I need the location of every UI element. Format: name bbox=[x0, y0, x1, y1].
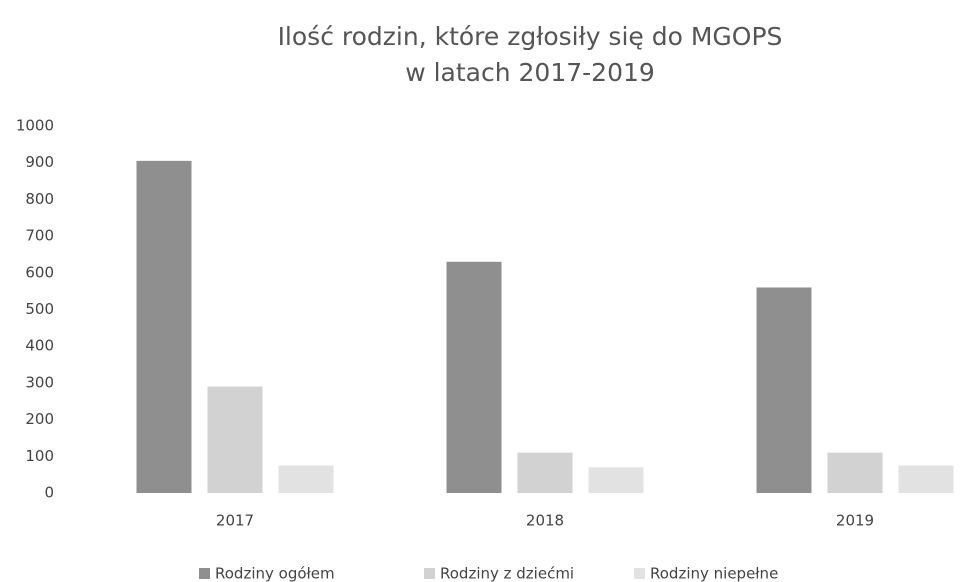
bar bbox=[517, 452, 573, 493]
bar bbox=[588, 467, 644, 493]
legend-label: Rodziny niepełne bbox=[650, 565, 778, 582]
chart-title: w latach 2017-2019 bbox=[405, 58, 655, 87]
y-tick-label: 1000 bbox=[16, 117, 54, 135]
y-tick-label: 500 bbox=[25, 300, 54, 318]
chart-title: Ilość rodzin, które zgłosiły się do MGOP… bbox=[278, 22, 783, 51]
y-tick-label: 100 bbox=[25, 447, 54, 465]
y-tick-label: 200 bbox=[25, 410, 54, 428]
legend-swatch bbox=[634, 568, 645, 579]
bar bbox=[827, 452, 883, 493]
y-tick-label: 800 bbox=[25, 190, 54, 208]
legend-swatch bbox=[424, 568, 435, 579]
y-tick-label: 400 bbox=[25, 337, 54, 355]
bar bbox=[278, 465, 334, 493]
x-tick-label: 2018 bbox=[526, 512, 564, 530]
legend-label: Rodziny ogółem bbox=[215, 565, 335, 582]
bar bbox=[756, 287, 812, 493]
bar bbox=[136, 160, 192, 494]
y-tick-label: 600 bbox=[25, 263, 54, 281]
legend-label: Rodziny z dziećmi bbox=[440, 565, 574, 582]
bar bbox=[446, 261, 502, 493]
y-tick-label: 900 bbox=[25, 153, 54, 171]
y-tick-label: 700 bbox=[25, 227, 54, 245]
x-tick-label: 2019 bbox=[836, 512, 874, 530]
bar bbox=[898, 465, 954, 493]
bar bbox=[207, 386, 263, 493]
legend-swatch bbox=[199, 568, 210, 579]
x-tick-label: 2017 bbox=[216, 512, 254, 530]
y-tick-label: 300 bbox=[25, 373, 54, 391]
y-tick-label: 0 bbox=[44, 484, 54, 502]
